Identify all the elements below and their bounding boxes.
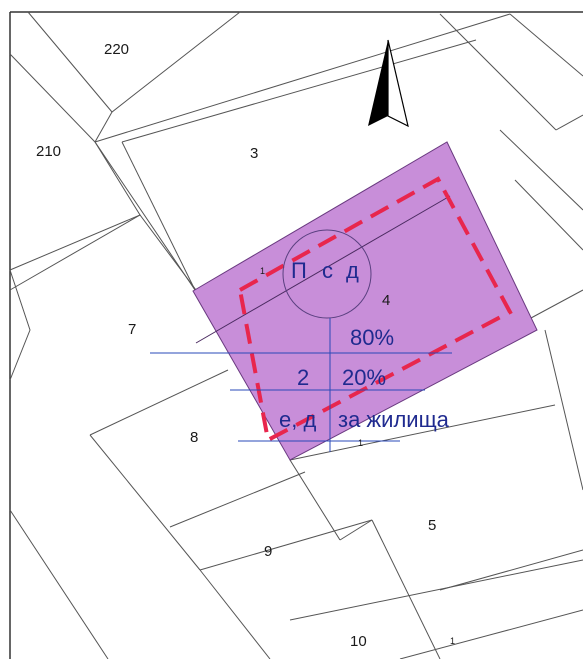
small-mark: 1: [450, 636, 455, 646]
parcel-label-210: 210: [36, 143, 61, 160]
parcel-label-3: 3: [250, 145, 258, 162]
parcel-label-9: 9: [264, 543, 272, 560]
zone-purpose: за жилища: [338, 407, 450, 432]
parcel-label-220: 220: [104, 41, 129, 58]
parcel-label-5: 5: [428, 517, 436, 534]
parcel-boundaries: [9, 11, 583, 659]
zone-header-p: П: [291, 258, 307, 283]
parcel-label-8: 8: [190, 429, 198, 446]
small-mark: 1: [260, 266, 265, 276]
zone-header-s: с: [322, 258, 333, 283]
zone-build-mode: е, д: [279, 407, 316, 432]
north-arrow-icon: [368, 39, 409, 128]
zone-header-d: д: [346, 258, 359, 283]
small-mark: 1: [358, 438, 363, 448]
parcel-label-7: 7: [128, 321, 136, 338]
zone-green-value: 20%: [342, 365, 386, 390]
zone-density-value: 80%: [350, 325, 394, 350]
zone-circle: [282, 229, 372, 319]
map-frame: [9, 11, 583, 659]
parcel-label-10: 10: [350, 633, 367, 650]
parcel-divider-line: [195, 195, 451, 344]
zoning-table-lines: [150, 318, 452, 452]
zoning-area-polygon: [192, 141, 538, 461]
parcel-label-4: 4: [382, 292, 390, 309]
zone-height-value: 2: [297, 365, 309, 390]
